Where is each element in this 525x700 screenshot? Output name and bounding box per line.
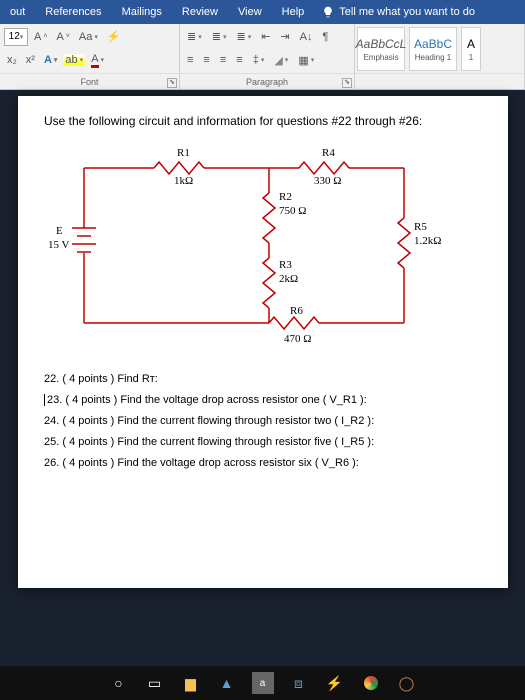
r2-val: 750 Ω (279, 205, 306, 217)
r1-val: 1kΩ (174, 175, 193, 187)
tab-review[interactable]: Review (172, 0, 228, 24)
align-right-button[interactable]: ≡ (217, 54, 229, 66)
document-page: Use the following circuit and informatio… (18, 96, 508, 588)
r3-name: R3 (279, 259, 292, 271)
r1-name: R1 (177, 147, 190, 159)
question-list: 22. ( 4 points ) Find Rᴛ: 23. ( 4 points… (44, 373, 482, 469)
action-icon[interactable]: ⚡ (324, 672, 346, 694)
r3-val: 2kΩ (279, 273, 298, 285)
app-icon[interactable]: a (252, 672, 274, 694)
tab-view[interactable]: View (228, 0, 272, 24)
style-normal[interactable]: AaBbCcL Emphasis (357, 27, 405, 71)
font-group-label: Font⬊ (0, 73, 179, 89)
q26: 26. ( 4 points ) Find the voltage drop a… (44, 457, 482, 469)
r5-val: 1.2kΩ (414, 235, 441, 247)
numbering-button[interactable]: ≣▾ (209, 30, 230, 43)
font-launcher-icon[interactable]: ⬊ (167, 78, 177, 88)
r6-name: R6 (290, 305, 303, 317)
e-value: 15 V (48, 239, 70, 251)
taskview-icon[interactable]: ▭ (144, 672, 166, 694)
change-case-button[interactable]: Aa▾ (76, 31, 101, 43)
tab-help[interactable]: Help (272, 0, 315, 24)
subscript-button[interactable]: x₂ (4, 54, 20, 66)
multilevel-button[interactable]: ≣▾ (233, 30, 254, 43)
extra-icon[interactable]: ◯ (396, 672, 418, 694)
r4-val: 330 Ω (314, 175, 341, 187)
clear-format-button[interactable]: ⚡ (104, 30, 124, 43)
highlight-button[interactable]: ab▾ (63, 54, 85, 66)
tell-me-text: Tell me what you want to do (339, 6, 475, 18)
instruction-text: Use the following circuit and informatio… (44, 114, 482, 128)
q25: 25. ( 4 points ) Find the current flowin… (44, 436, 482, 448)
ribbon-tabs: out References Mailings Review View Help… (0, 0, 525, 24)
r5-name: R5 (414, 221, 427, 233)
shading-button[interactable]: ◢▾ (271, 54, 291, 67)
inc-indent-button[interactable]: ⇥ (277, 30, 292, 43)
q24: 24. ( 4 points ) Find the current flowin… (44, 415, 482, 427)
font-size-box[interactable]: 12▾ (4, 28, 28, 46)
font-color-button[interactable]: A▾ (88, 53, 107, 68)
circuit-diagram: R1 1kΩ R4 330 Ω R2 750 Ω R3 2kΩ R5 1.2kΩ… (44, 138, 444, 348)
style-third[interactable]: A 1 (461, 27, 481, 71)
dropbox-icon[interactable]: ⧈ (288, 672, 310, 694)
taskbar: ○ ▭ ▆ ▲ a ⧈ ⚡ ◯ (0, 666, 525, 700)
styles-group-label (355, 73, 524, 89)
superscript-button[interactable]: x² (23, 54, 38, 66)
lightbulb-icon (322, 6, 334, 18)
tab-mailings[interactable]: Mailings (112, 0, 172, 24)
tab-out[interactable]: out (0, 0, 35, 24)
explorer-icon[interactable]: ▆ (180, 672, 202, 694)
grow-font-button[interactable]: A˄ (31, 31, 50, 43)
style-heading1[interactable]: AaBbC Heading 1 (409, 27, 457, 71)
store-icon[interactable]: ▲ (216, 672, 238, 694)
q22: 22. ( 4 points ) Find Rᴛ: (44, 373, 482, 385)
justify-button[interactable]: ≡ (233, 54, 245, 66)
sort-button[interactable]: A↓ (297, 31, 316, 43)
show-marks-button[interactable]: ¶ (319, 31, 331, 43)
bullets-button[interactable]: ≣▾ (184, 30, 205, 43)
align-left-button[interactable]: ≡ (184, 54, 196, 66)
align-center-button[interactable]: ≡ (200, 54, 212, 66)
r6-val: 470 Ω (284, 333, 311, 345)
q23: 23. ( 4 points ) Find the voltage drop a… (44, 394, 482, 406)
borders-button[interactable]: ▦▾ (295, 54, 317, 67)
text-effects-button[interactable]: A▾ (41, 54, 60, 66)
tab-references[interactable]: References (35, 0, 111, 24)
text-cursor (44, 394, 45, 406)
r2-name: R2 (279, 191, 292, 203)
r4-name: R4 (322, 147, 335, 159)
tell-me[interactable]: Tell me what you want to do (314, 6, 475, 18)
shrink-font-button[interactable]: A˅ (53, 31, 72, 43)
ribbon-body: 12▾ A˄ A˅ Aa▾ ⚡ x₂ x² A▾ ab▾ A▾ Font⬊ ≣▾… (0, 24, 525, 90)
chrome-icon[interactable] (360, 672, 382, 694)
e-label: E (56, 225, 63, 237)
paragraph-launcher-icon[interactable]: ⬊ (342, 78, 352, 88)
dec-indent-button[interactable]: ⇤ (258, 30, 273, 43)
paragraph-group-label: Paragraph⬊ (180, 73, 354, 89)
cortana-icon[interactable]: ○ (108, 672, 130, 694)
line-spacing-button[interactable]: ‡▾ (250, 54, 268, 66)
